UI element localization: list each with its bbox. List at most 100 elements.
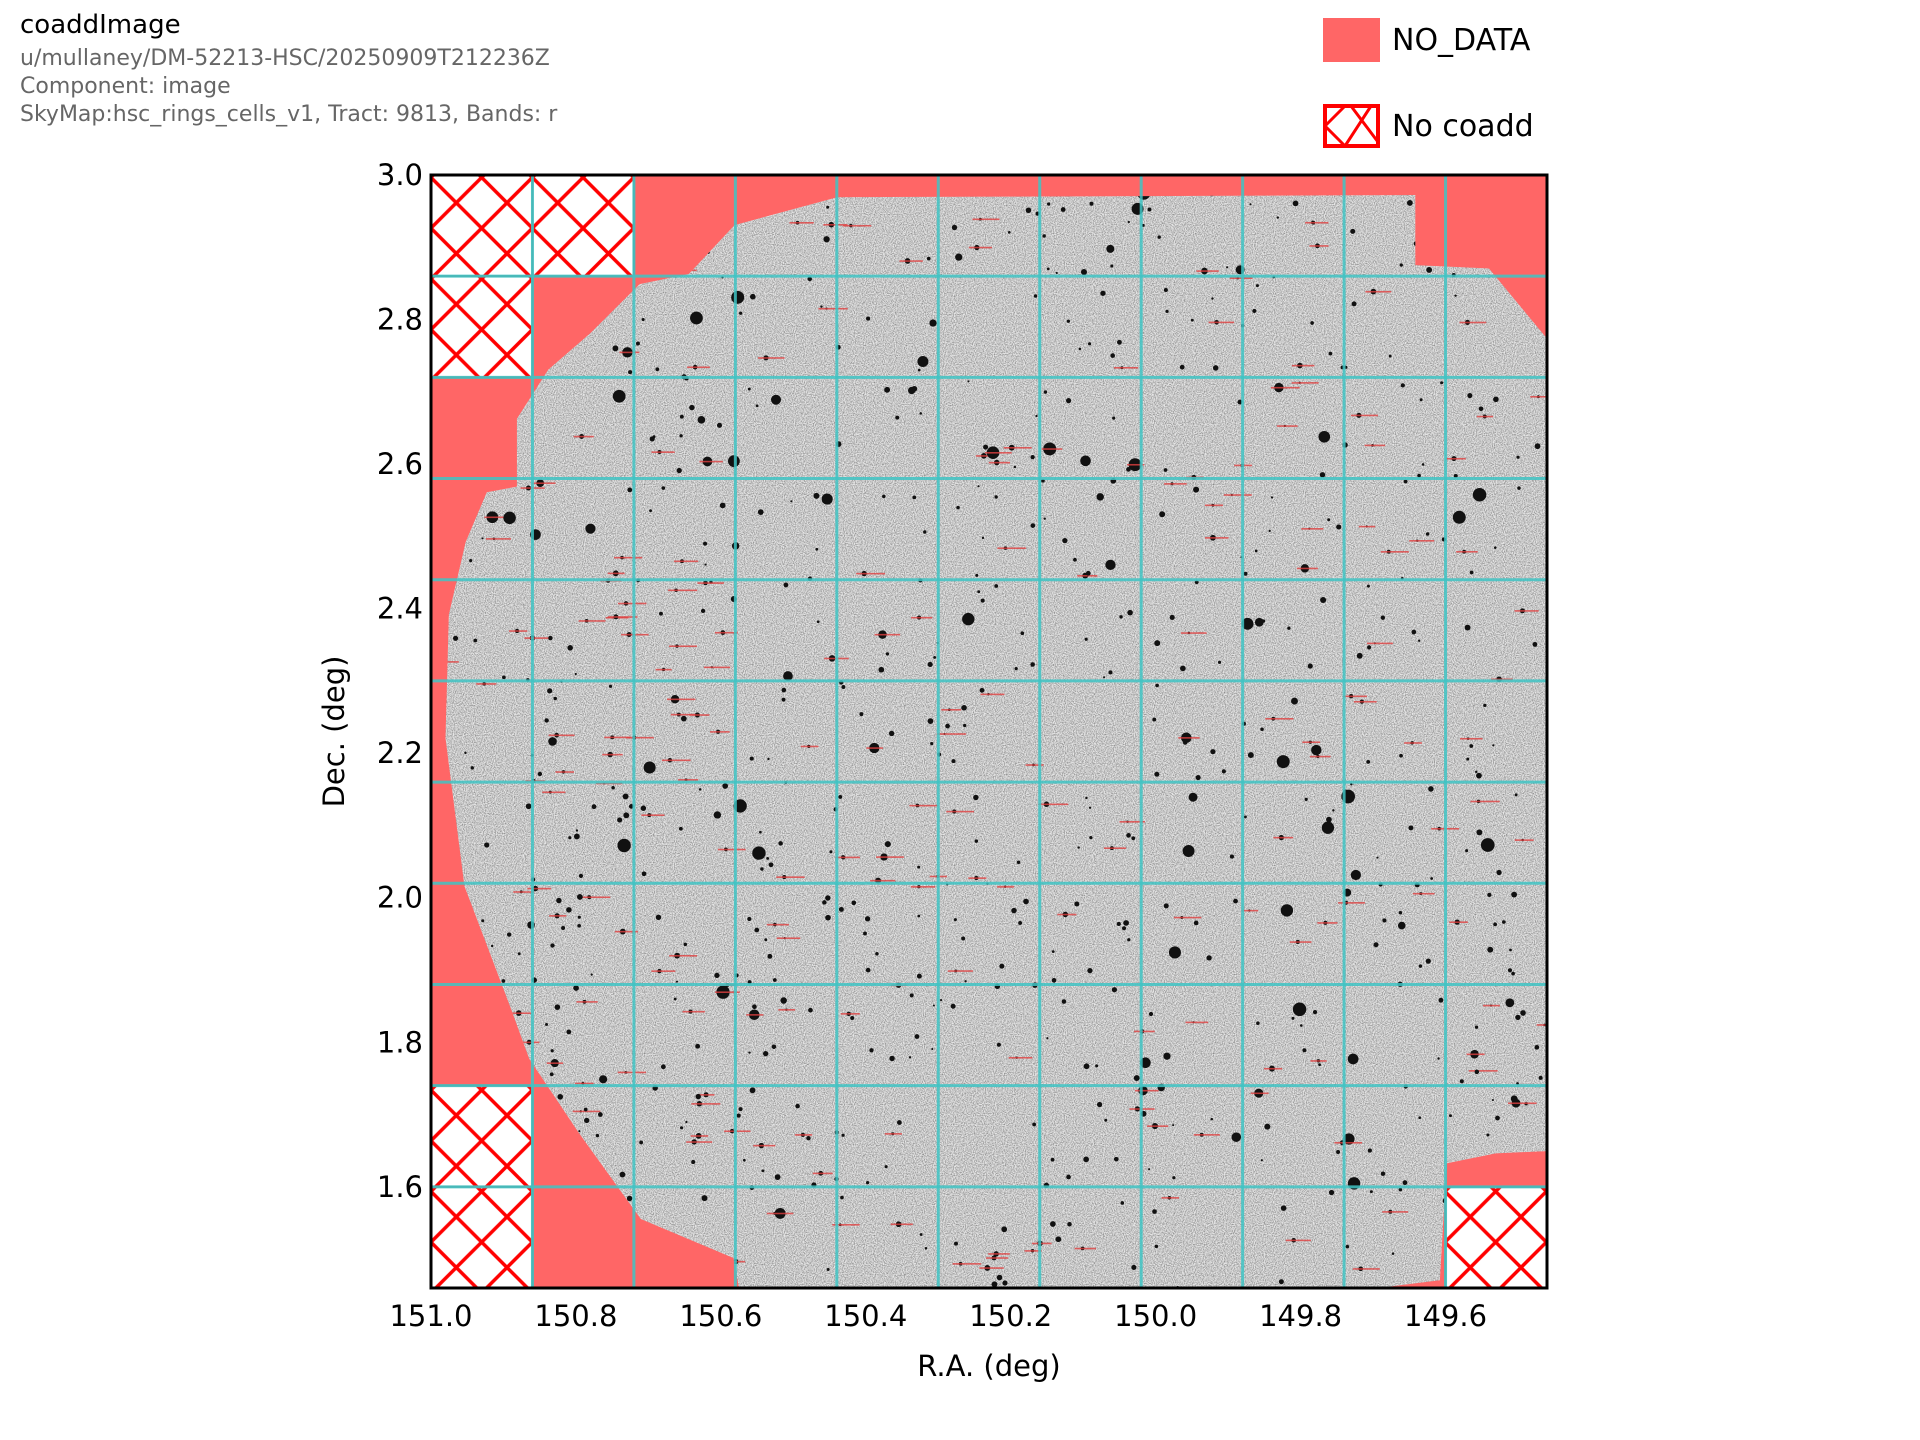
source — [1493, 922, 1498, 927]
masked-streak — [1270, 386, 1300, 389]
subtitle-component: Component: image — [20, 74, 231, 99]
masked-streak — [875, 856, 904, 858]
masked-streak — [842, 224, 872, 227]
source — [655, 367, 660, 372]
masked-streak — [509, 630, 528, 632]
source — [1418, 639, 1421, 642]
source — [1243, 815, 1247, 819]
masked-streak — [1265, 717, 1294, 720]
source — [1085, 796, 1088, 800]
masked-streak — [870, 879, 896, 882]
source — [1067, 1221, 1072, 1227]
source — [1268, 529, 1271, 532]
source — [1252, 308, 1257, 313]
masked-streak — [1291, 382, 1319, 384]
source — [771, 1044, 777, 1050]
masked-streak — [968, 246, 993, 249]
source — [953, 918, 957, 922]
source — [1532, 641, 1538, 647]
y-axis-label: Dec. (deg) — [317, 656, 351, 808]
masked-streak — [1514, 839, 1534, 841]
source — [1007, 231, 1011, 234]
source — [1001, 1226, 1008, 1233]
masked-streak — [1353, 700, 1377, 703]
masked-streak — [1250, 1092, 1269, 1095]
masked-streak — [619, 351, 640, 354]
masked-streak — [818, 307, 848, 310]
source — [1182, 845, 1195, 857]
source — [1304, 797, 1308, 801]
source — [1249, 203, 1252, 206]
source — [617, 817, 623, 823]
source — [704, 563, 707, 566]
masked-streak — [614, 930, 638, 933]
source — [611, 786, 615, 790]
source — [1486, 1133, 1490, 1137]
source — [1169, 614, 1175, 620]
source — [1373, 942, 1379, 948]
no-coadd-patch — [430, 174, 534, 278]
source — [1103, 676, 1106, 679]
source — [1328, 1189, 1335, 1196]
source — [1083, 1156, 1089, 1163]
source — [1452, 510, 1466, 524]
masked-streak — [1273, 836, 1294, 839]
source — [919, 1233, 923, 1236]
source — [1454, 294, 1457, 297]
source — [945, 723, 950, 729]
source — [908, 1056, 912, 1059]
source — [1310, 321, 1314, 325]
source — [578, 873, 584, 878]
masked-streak — [910, 886, 936, 888]
source — [1398, 911, 1403, 915]
source — [470, 766, 474, 770]
source — [1425, 958, 1431, 964]
masked-streak — [874, 633, 901, 636]
source — [767, 757, 770, 761]
source — [1023, 898, 1029, 905]
source — [1066, 398, 1072, 404]
y-tick-label: 2.8 — [377, 303, 423, 337]
source — [1311, 744, 1322, 756]
source — [1055, 271, 1058, 275]
source — [762, 1051, 769, 1057]
masked-streak — [979, 1267, 1004, 1269]
masked-streak — [997, 886, 1015, 888]
source — [1516, 1082, 1519, 1085]
source — [1087, 967, 1093, 974]
source — [591, 804, 597, 810]
source — [761, 1169, 765, 1173]
source — [612, 389, 626, 403]
masked-streak — [703, 666, 731, 669]
source — [760, 867, 764, 871]
source — [1212, 365, 1219, 371]
source — [1538, 1075, 1543, 1080]
masked-streak — [975, 455, 996, 457]
masked-streak — [699, 460, 723, 463]
masked-streak — [1291, 364, 1315, 367]
source — [1472, 487, 1487, 502]
source — [747, 916, 752, 922]
source — [747, 387, 751, 391]
source — [1514, 793, 1518, 797]
source — [1074, 901, 1080, 907]
masked-streak — [746, 1014, 764, 1016]
masked-streak — [1032, 1242, 1052, 1245]
source — [1172, 1124, 1175, 1127]
source — [956, 505, 960, 510]
source — [840, 1195, 844, 1200]
source — [1280, 904, 1294, 917]
source — [679, 1126, 684, 1130]
source — [752, 1004, 757, 1010]
masked-streak — [1146, 1125, 1169, 1127]
masked-streak — [840, 1013, 860, 1015]
masked-streak — [581, 896, 611, 899]
source — [548, 737, 557, 746]
source — [691, 1159, 696, 1165]
source — [1388, 354, 1392, 358]
masked-streak — [1364, 444, 1386, 447]
source — [749, 293, 756, 300]
source — [585, 523, 596, 534]
masked-streak — [1041, 448, 1063, 450]
axes-frame — [429, 173, 1549, 1290]
